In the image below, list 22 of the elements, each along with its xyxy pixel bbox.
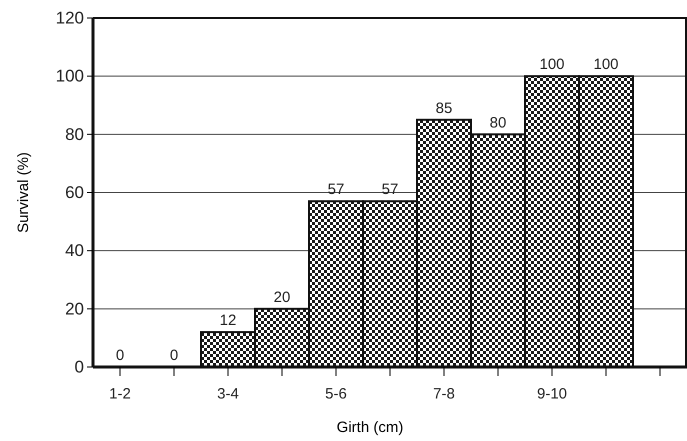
data-label: 0 xyxy=(170,347,178,364)
data-label: 100 xyxy=(539,56,565,74)
x-axis-title: Girth (cm) xyxy=(336,419,404,436)
data-label: 80 xyxy=(490,114,506,132)
y-axis-title: Survival (%) xyxy=(15,152,32,233)
data-label: 0 xyxy=(116,347,124,364)
y-tick-label: 40 xyxy=(65,241,84,260)
y-tick-label: 120 xyxy=(56,8,84,28)
x-tick-label: 7-8 xyxy=(433,386,455,402)
data-label: 20 xyxy=(274,288,290,306)
y-tick-label: 0 xyxy=(74,357,84,376)
y-tick-label: 100 xyxy=(56,66,84,86)
y-tick-label: 20 xyxy=(65,299,84,318)
x-tick-label: 9-10 xyxy=(536,386,568,402)
data-label: 100 xyxy=(593,56,619,74)
x-tick-label: 3-4 xyxy=(217,386,239,402)
x-tick-label: 1-2 xyxy=(109,386,131,402)
data-label: 12 xyxy=(220,312,236,330)
y-tick-label: 80 xyxy=(65,124,84,144)
y-tick-label: 60 xyxy=(65,182,84,202)
x-tick-label: 5-6 xyxy=(325,386,347,402)
data-label: 85 xyxy=(436,100,452,117)
